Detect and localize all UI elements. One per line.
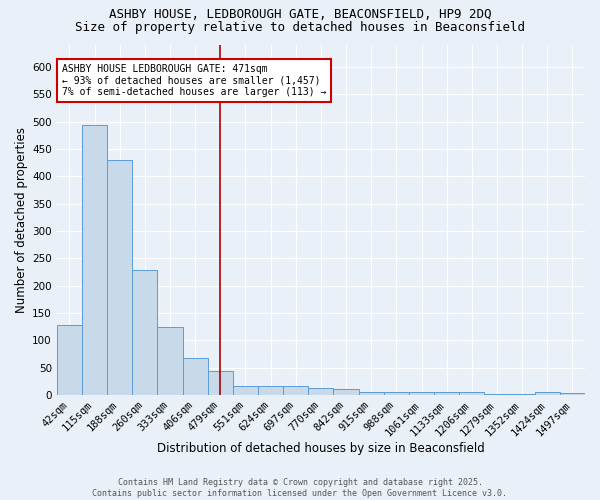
Bar: [384, 392, 409, 395]
Bar: [157, 326, 182, 395]
Bar: [233, 386, 258, 395]
Bar: [560, 394, 585, 395]
Bar: [132, 270, 157, 395]
Bar: [434, 392, 459, 395]
Bar: [82, 126, 107, 395]
Text: ASHBY HOUSE, LEDBOROUGH GATE, BEACONSFIELD, HP9 2DQ: ASHBY HOUSE, LEDBOROUGH GATE, BEACONSFIE…: [109, 8, 491, 20]
Bar: [484, 394, 509, 395]
Bar: [283, 386, 308, 395]
Bar: [509, 394, 535, 395]
Bar: [107, 160, 132, 395]
Bar: [359, 392, 384, 395]
Bar: [258, 386, 283, 395]
Bar: [334, 390, 359, 395]
Bar: [459, 392, 484, 395]
Bar: [535, 392, 560, 395]
Y-axis label: Number of detached properties: Number of detached properties: [15, 127, 28, 313]
Bar: [409, 392, 434, 395]
X-axis label: Distribution of detached houses by size in Beaconsfield: Distribution of detached houses by size …: [157, 442, 485, 455]
Bar: [182, 358, 208, 395]
Text: Size of property relative to detached houses in Beaconsfield: Size of property relative to detached ho…: [75, 21, 525, 34]
Text: ASHBY HOUSE LEDBOROUGH GATE: 471sqm
← 93% of detached houses are smaller (1,457): ASHBY HOUSE LEDBOROUGH GATE: 471sqm ← 93…: [62, 64, 326, 98]
Bar: [57, 325, 82, 395]
Text: Contains HM Land Registry data © Crown copyright and database right 2025.
Contai: Contains HM Land Registry data © Crown c…: [92, 478, 508, 498]
Bar: [208, 372, 233, 395]
Bar: [308, 388, 334, 395]
